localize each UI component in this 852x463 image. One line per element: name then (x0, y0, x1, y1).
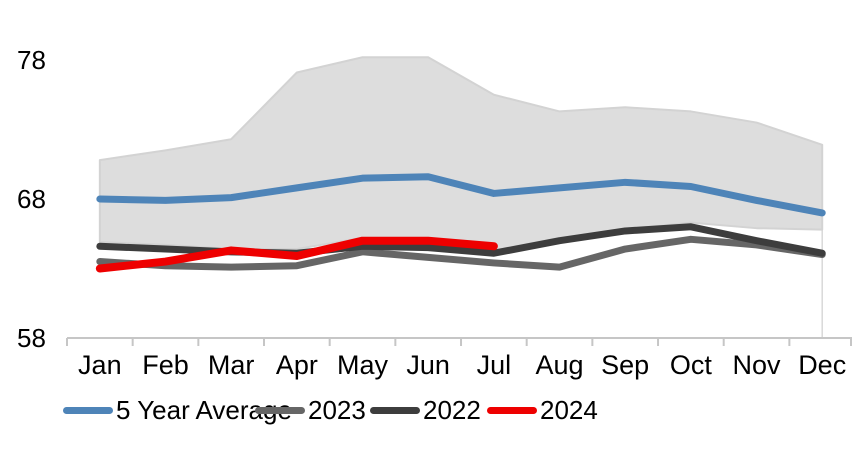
x-axis-label-jan: Jan (78, 350, 122, 380)
legend-item-2022: 2022 (370, 394, 481, 426)
legend-swatch-2024 (487, 406, 537, 414)
y-axis-label-68: 68 (17, 184, 46, 214)
x-axis-label-feb: Feb (142, 350, 189, 380)
legend-label-2022: 2022 (423, 395, 481, 425)
line-2024 (95, 236, 498, 273)
x-axis-label-may: May (337, 350, 389, 380)
legend-label-2024: 2024 (540, 395, 598, 425)
legend-label-2023: 2023 (308, 395, 366, 425)
x-axis-label-oct: Oct (670, 350, 713, 380)
legend-item-2024: 2024 (487, 394, 598, 426)
legend-item-2023: 2023 (255, 394, 366, 426)
x-axis-label-mar: Mar (208, 350, 255, 380)
x-axis-label-dec: Dec (798, 350, 846, 380)
x-axis-label-jul: Jul (477, 350, 512, 380)
x-axis-label-aug: Aug (536, 350, 584, 380)
chart-legend: 5 Year Average 2023 2022 2024 (0, 394, 852, 428)
y-axis-label-78: 78 (17, 45, 46, 75)
y-axis-label-58: 58 (17, 323, 46, 353)
legend-swatch-2022 (370, 406, 420, 414)
x-axis-label-apr: Apr (276, 350, 318, 380)
five-year-range-band (98, 56, 824, 252)
line-5-year-average (96, 173, 826, 217)
x-axis-label-sep: Sep (601, 350, 649, 380)
x-axis-label-jun: Jun (406, 350, 450, 380)
legend-swatch-5-year-average (63, 406, 113, 414)
x-axis-label-nov: Nov (733, 350, 782, 380)
legend-swatch-2023 (255, 406, 305, 414)
line-2023 (96, 235, 826, 271)
